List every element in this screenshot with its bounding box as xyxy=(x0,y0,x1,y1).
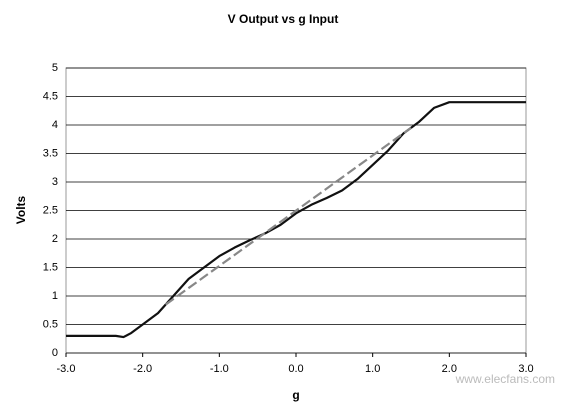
y-tick-label: 2.5 xyxy=(43,204,58,216)
x-tick-label: 2.0 xyxy=(442,363,457,375)
x-tick-label: -2.0 xyxy=(133,363,152,375)
x-tick-label: -1.0 xyxy=(210,363,229,375)
series-line xyxy=(66,101,526,339)
y-tick-label: 0 xyxy=(52,347,58,359)
y-tick-label: 2 xyxy=(52,233,58,245)
y-tick-label: 0.5 xyxy=(43,318,58,330)
y-axis-label: Volts xyxy=(14,195,28,224)
x-tick-label: 0.0 xyxy=(288,363,303,375)
x-tick-label: 3.0 xyxy=(518,363,533,375)
series-line xyxy=(165,126,412,306)
y-tick-label: 4 xyxy=(52,119,58,131)
y-tick-label: 5 xyxy=(52,62,58,74)
y-tick-label: 4.5 xyxy=(43,90,58,102)
chart-title: V Output vs g Input xyxy=(228,12,339,26)
x-axis-label: g xyxy=(292,388,299,402)
y-tick-label: 3 xyxy=(52,176,58,188)
x-tick-label: 1.0 xyxy=(365,363,380,375)
watermark: www.elecfans.com xyxy=(455,372,555,386)
y-tick-label: 1 xyxy=(52,290,58,302)
y-tick-label: 3.5 xyxy=(43,147,58,159)
y-tick-label: 1.5 xyxy=(43,261,58,273)
x-tick-label: -3.0 xyxy=(57,363,76,375)
